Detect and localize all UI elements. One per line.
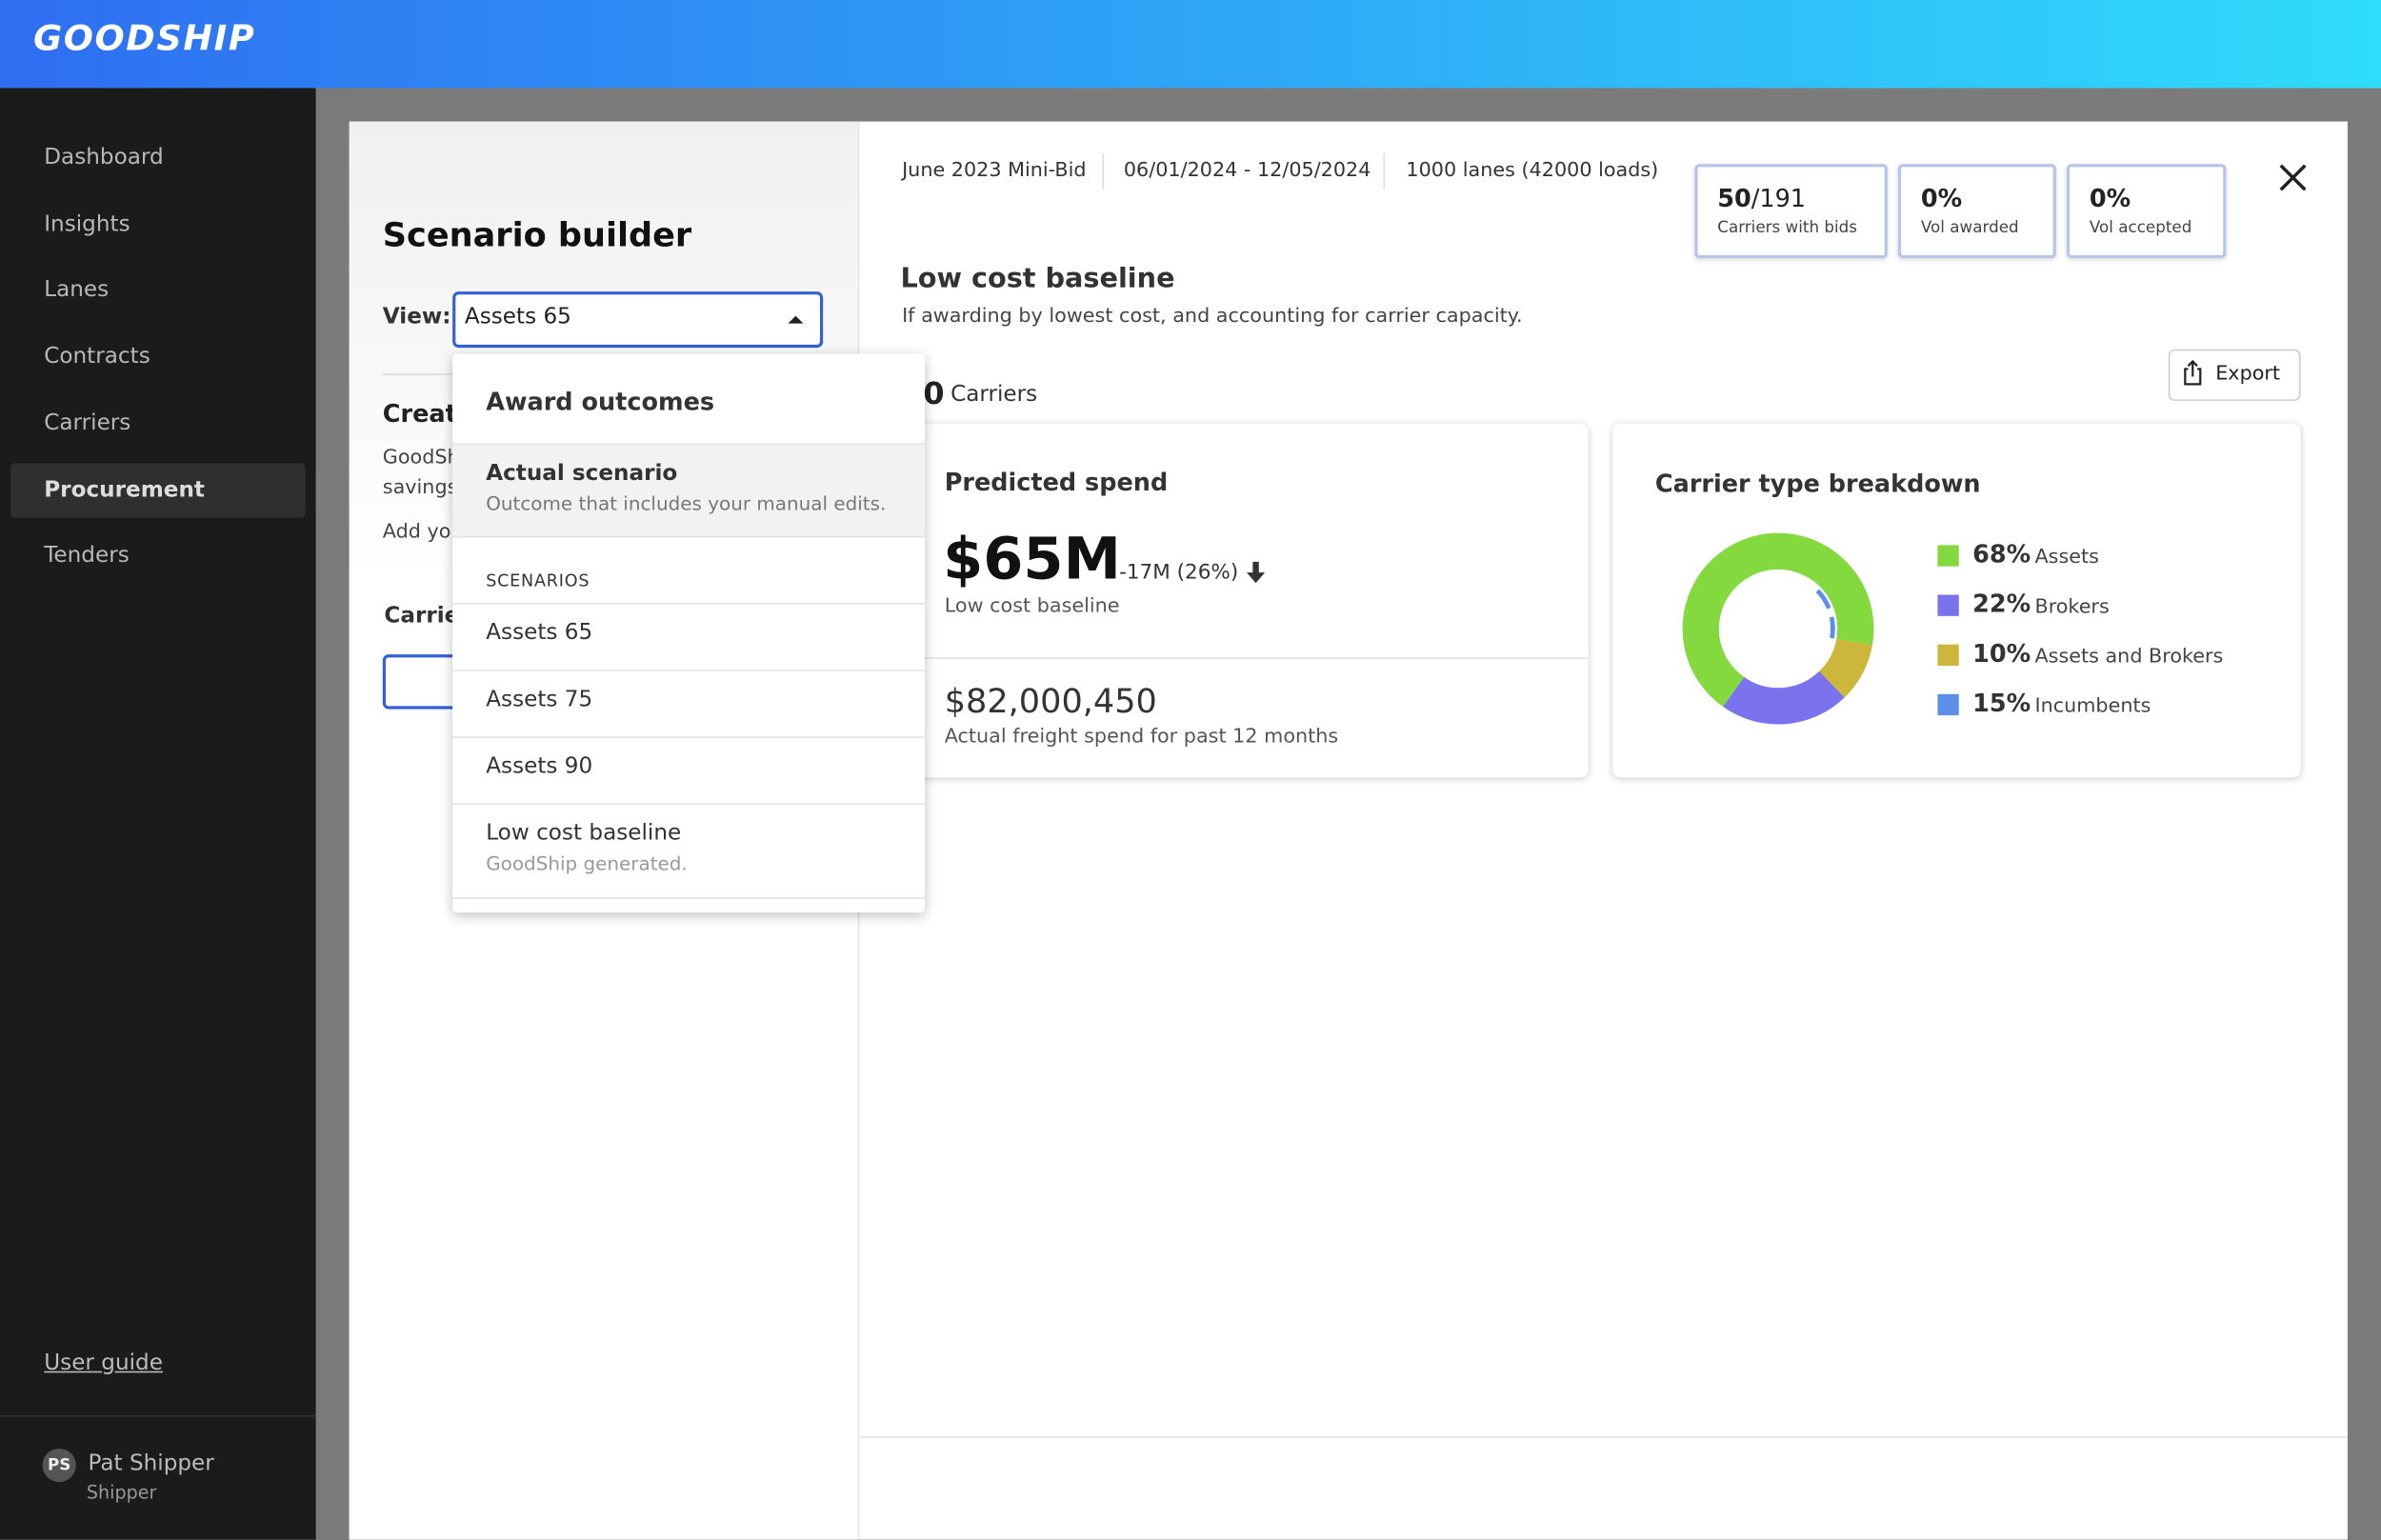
view-value: Assets 65	[464, 305, 571, 330]
legend-label: Brokers	[2034, 594, 2109, 617]
spend-value: $65M	[943, 525, 1121, 592]
legend-value: 22%	[1972, 590, 2031, 619]
legend-swatch	[1937, 644, 1959, 666]
option-title: Assets 90	[486, 754, 593, 779]
info: 1000 lanes (42000 loads)	[1406, 159, 1659, 183]
stat-box	[1897, 164, 2056, 259]
nav-item[interactable]: Lanes	[44, 278, 110, 303]
legend-value: 10%	[1972, 640, 2031, 669]
divider	[452, 535, 925, 538]
panel-title: Scenario builder	[382, 216, 692, 255]
divider	[452, 897, 925, 899]
export-label: Export	[2215, 363, 2281, 386]
divider	[1102, 153, 1105, 190]
donut-segment	[1723, 670, 1845, 725]
card-title: Carrier type breakdown	[1654, 469, 1981, 498]
scenario-title: Low cost baseline	[900, 262, 1175, 295]
option[interactable]	[452, 670, 925, 738]
top-bar	[0, 0, 2381, 89]
export-icon	[2184, 359, 2202, 386]
nav-active	[10, 463, 306, 518]
nav-item[interactable]: Tenders	[44, 544, 130, 569]
divider	[0, 1414, 316, 1417]
donut-segment	[1815, 589, 1835, 639]
text: Add you	[382, 520, 464, 544]
actual-caption: Actual freight spend for past 12 months	[944, 726, 1339, 750]
legend-value: 68%	[1972, 541, 2031, 570]
stat-label: Vol awarded	[1920, 218, 2019, 237]
close-button[interactable]	[2276, 161, 2310, 194]
donut-segment	[1818, 638, 1872, 698]
donut-segment	[1682, 532, 1874, 708]
nav-item[interactable]: Contracts	[44, 345, 150, 370]
stat-value: 0%	[1920, 183, 1963, 213]
dropdown-header: Award outcomes	[486, 387, 715, 416]
info: 06/01/2024 - 12/05/2024	[1123, 159, 1371, 183]
option-subtitle: Outcome that includes your manual edits.	[486, 491, 887, 515]
section-label: SCENARIOS	[486, 570, 590, 591]
stat-value: 50	[1717, 183, 1751, 213]
view-label: View:	[382, 305, 451, 330]
text: savings	[382, 476, 458, 500]
user-guide[interactable]: User guide	[44, 1351, 163, 1376]
down-arrow	[1246, 561, 1266, 584]
option[interactable]	[452, 736, 925, 805]
legend-swatch	[1937, 594, 1959, 616]
spend-caption: Low cost baseline	[944, 595, 1120, 618]
legend-swatch	[1937, 693, 1959, 716]
spend-card	[908, 423, 1589, 778]
avatar: PS	[42, 1449, 76, 1483]
sidebar	[0, 88, 316, 1540]
option-title: Actual scenario	[486, 461, 678, 487]
nav-item[interactable]: Insights	[44, 211, 130, 237]
stat-total: /191	[1751, 183, 1807, 213]
option-actual[interactable]	[452, 443, 925, 538]
user-name: Pat Shipper	[88, 1451, 214, 1476]
legend-label: Assets	[2034, 545, 2098, 568]
caret	[788, 315, 804, 324]
stat-label: Carriers with bids	[1717, 218, 1858, 237]
carrier-count: 0	[923, 374, 945, 412]
actual-spend: $82,000,450	[944, 683, 1157, 722]
legend-label: Incumbents	[2034, 694, 2151, 717]
view-select[interactable]	[452, 291, 824, 349]
card-title: Predicted spend	[944, 468, 1169, 497]
export-button[interactable]	[2168, 349, 2301, 401]
nav-item[interactable]: Procurement	[44, 477, 205, 502]
divider	[908, 657, 1589, 659]
stat-box	[1694, 164, 1888, 259]
legend-value: 15%	[1972, 690, 2031, 718]
stat-value: 0%	[2089, 183, 2131, 213]
stat-value: 50/191	[1717, 184, 1806, 212]
stat-box	[2066, 164, 2227, 259]
nav-item[interactable]: Carriers	[44, 410, 131, 436]
user-role: Shipper	[86, 1482, 157, 1504]
legend-label: Assets and Brokers	[2034, 644, 2223, 667]
divider	[1383, 153, 1386, 190]
option-title: Assets 75	[486, 688, 593, 712]
scenario-subtitle: If awarding by lowest cost, and accounti…	[902, 305, 1523, 329]
divider	[859, 1436, 2348, 1438]
carrier-label: Carriers	[950, 382, 1038, 408]
option-title: Assets 65	[486, 621, 593, 646]
text: GoodSh	[382, 446, 460, 470]
nav-item[interactable]: Dashboard	[44, 146, 164, 170]
info: June 2023 Mini-Bid	[902, 159, 1087, 183]
spend-delta: -17M (26%)	[1119, 560, 1239, 585]
option-title: Low cost baseline	[486, 821, 682, 847]
option[interactable]	[452, 803, 925, 898]
option-subtitle: GoodShip generated.	[486, 851, 688, 875]
legend-swatch	[1937, 545, 1959, 567]
option[interactable]	[452, 602, 925, 671]
stat-label: Vol accepted	[2089, 218, 2192, 237]
logo[interactable]: GOODSHIP	[33, 19, 256, 60]
